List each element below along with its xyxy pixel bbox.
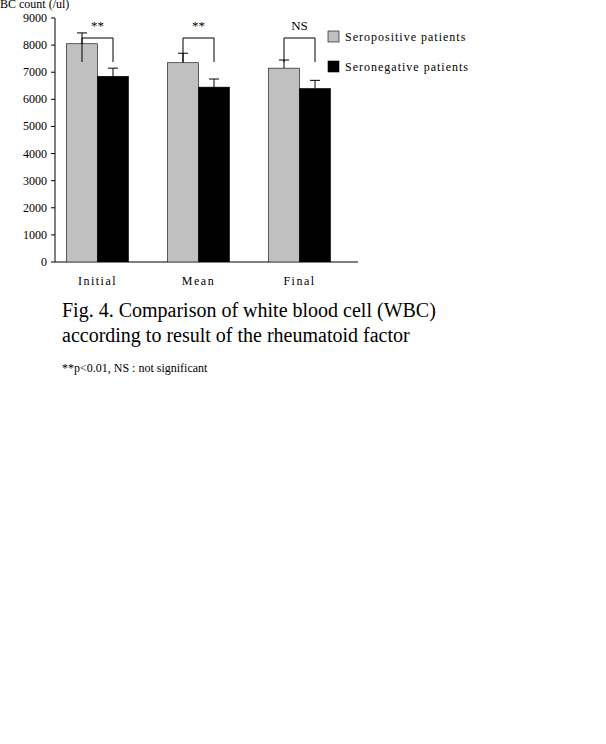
error-line <box>214 79 215 87</box>
significance-bracket <box>82 38 113 62</box>
caption: according to result of the rheumatoid fa… <box>62 324 410 347</box>
y-tick <box>51 234 55 235</box>
bar <box>168 63 199 262</box>
y-tick <box>51 180 55 181</box>
x-tick-label: Mean <box>182 274 215 288</box>
y-tick-label: 9000 <box>23 11 47 25</box>
y-tick-label: 5000 <box>23 119 47 133</box>
caption: Fig. 4. Comparison of white blood cell (… <box>62 299 436 322</box>
bar <box>67 44 98 262</box>
bar <box>269 68 300 262</box>
y-tick <box>51 45 55 46</box>
annotation: ** <box>91 18 104 33</box>
legend-swatch <box>328 31 339 42</box>
y-tick-label: 8000 <box>23 38 47 52</box>
y-axis-label: BC count (/ul) <box>0 0 69 11</box>
y-tick-label: 6000 <box>23 92 47 106</box>
y-tick <box>51 262 55 263</box>
bar <box>199 87 230 262</box>
y-axis <box>55 18 56 262</box>
y-tick-label: 1000 <box>23 228 47 242</box>
error-line <box>315 80 316 88</box>
error-bar <box>310 80 320 88</box>
y-tick-label: 4000 <box>23 147 47 161</box>
chart: BC count (/ul) 0 1000 2000 3000 4000 5000 6000 7… <box>0 0 606 744</box>
y-tick <box>51 153 55 154</box>
x-tick-label: Final <box>283 274 315 288</box>
bar <box>300 88 331 262</box>
error-cap <box>108 68 118 69</box>
y-tick-label: 2000 <box>23 201 47 215</box>
y-tick <box>51 99 55 100</box>
error-cap <box>77 32 87 33</box>
y-tick-label: 7000 <box>23 65 47 79</box>
legend-label: Seronegative patients <box>345 60 469 74</box>
error-line <box>113 68 114 76</box>
legend-swatch <box>328 61 339 72</box>
legend-label: Seropositive patients <box>345 30 466 44</box>
significance-bracket <box>284 38 315 62</box>
y-tick <box>51 126 55 127</box>
annotation: NS <box>291 18 308 33</box>
x-tick-label: Initial <box>78 274 117 288</box>
bar <box>98 76 129 262</box>
error-bar <box>209 79 219 87</box>
y-tick-label: 3000 <box>23 174 47 188</box>
y-tick-label: 0 <box>41 255 47 269</box>
significance-bracket <box>183 38 214 62</box>
y-tick <box>51 72 55 73</box>
y-tick <box>51 18 55 19</box>
error-cap <box>209 79 219 80</box>
y-tick <box>51 207 55 208</box>
annotation: ** <box>192 18 205 33</box>
footnote: **p<0.01, NS : not significant <box>62 361 208 375</box>
plot-area <box>67 33 331 262</box>
error-bar <box>108 68 118 76</box>
error-cap <box>310 80 320 81</box>
